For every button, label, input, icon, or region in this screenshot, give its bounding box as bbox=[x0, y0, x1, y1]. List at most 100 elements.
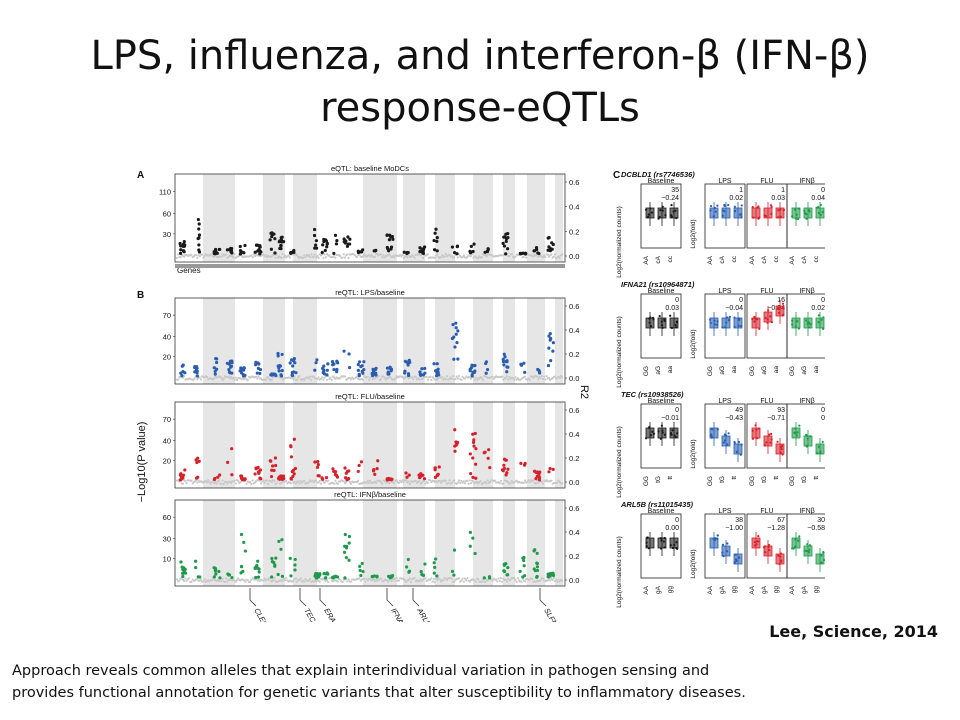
snp-point bbox=[278, 363, 282, 368]
background-point bbox=[349, 482, 353, 485]
box-point bbox=[764, 551, 767, 554]
background-point bbox=[312, 255, 315, 258]
box-point bbox=[755, 428, 758, 431]
box-point bbox=[670, 204, 673, 207]
box-point bbox=[754, 424, 757, 427]
snp-point bbox=[420, 572, 424, 577]
background-point bbox=[196, 378, 199, 381]
stat-top: 35 bbox=[671, 187, 679, 194]
genotype-label: GG bbox=[707, 476, 714, 486]
background-point bbox=[246, 579, 249, 582]
background-point bbox=[346, 580, 349, 583]
box-point bbox=[770, 205, 773, 208]
box-point bbox=[722, 555, 725, 558]
background-point bbox=[379, 378, 383, 381]
background-point bbox=[293, 375, 296, 378]
shade-band bbox=[555, 174, 563, 262]
slide-title-line-1: LPS, influenza, and interferon-β (IFN-β) bbox=[90, 33, 870, 79]
background-point bbox=[433, 580, 437, 584]
background-point bbox=[244, 376, 247, 379]
box-point bbox=[713, 323, 716, 326]
condition-frame bbox=[704, 403, 746, 469]
box-point bbox=[722, 441, 725, 444]
snp-point bbox=[468, 530, 472, 534]
background-point bbox=[508, 375, 511, 379]
box-point bbox=[672, 210, 675, 213]
snp-point bbox=[289, 445, 293, 449]
background-point bbox=[381, 482, 384, 485]
snp-point bbox=[213, 252, 217, 256]
background-point bbox=[366, 479, 369, 483]
y-tick-label: 110 bbox=[159, 188, 171, 197]
box-point bbox=[664, 214, 667, 217]
r-tick-label: 0.0 bbox=[569, 374, 579, 383]
boxplot-ylabel: Log2(normalized counts) bbox=[616, 316, 623, 388]
background-point bbox=[295, 253, 299, 257]
snp-point bbox=[343, 576, 347, 580]
snp-point bbox=[179, 251, 183, 256]
background-point bbox=[408, 577, 411, 580]
background-point bbox=[355, 255, 359, 259]
genotype-label: AA bbox=[707, 255, 714, 264]
background-point bbox=[525, 256, 528, 259]
box-point bbox=[716, 204, 719, 207]
box-point bbox=[766, 321, 769, 324]
genotype-label: aa bbox=[667, 366, 674, 374]
background-point bbox=[505, 375, 509, 378]
condition-label: LPS bbox=[718, 398, 732, 405]
snp-point bbox=[280, 538, 284, 542]
background-point bbox=[465, 579, 468, 582]
background-point bbox=[234, 482, 237, 485]
stat-top: 0 bbox=[675, 407, 679, 414]
background-point bbox=[558, 376, 561, 380]
snp-point bbox=[433, 475, 437, 480]
background-point bbox=[262, 579, 265, 582]
snp-point bbox=[361, 569, 365, 574]
box-point bbox=[817, 321, 820, 324]
snp-point bbox=[325, 368, 329, 372]
snp-point bbox=[343, 466, 347, 470]
snp-point bbox=[506, 565, 510, 570]
snp-point bbox=[318, 572, 322, 576]
snp-point bbox=[532, 567, 536, 571]
background-point bbox=[317, 481, 320, 484]
snp-point bbox=[469, 244, 473, 248]
box bbox=[751, 207, 761, 219]
snp-point bbox=[470, 373, 474, 377]
background-point bbox=[414, 375, 417, 379]
stat-top: 93 bbox=[777, 407, 785, 414]
condition-label: FLU bbox=[760, 398, 773, 405]
box-point bbox=[649, 207, 652, 210]
background-point bbox=[367, 378, 371, 381]
background-point bbox=[233, 253, 236, 256]
snp-point bbox=[342, 349, 346, 353]
snp-point bbox=[468, 251, 473, 255]
background-point bbox=[198, 255, 201, 258]
background-point bbox=[323, 481, 326, 484]
stat-bottom: 0.02 bbox=[811, 305, 825, 312]
background-point bbox=[475, 480, 479, 484]
stat-top: 49 bbox=[735, 407, 743, 414]
box-point bbox=[777, 216, 780, 219]
background-point bbox=[504, 377, 507, 380]
background-point bbox=[418, 480, 421, 483]
boxplot-ylabel2: Log2(fold) bbox=[690, 329, 697, 358]
background-point bbox=[456, 256, 459, 259]
background-point bbox=[504, 578, 507, 581]
background-point bbox=[522, 481, 525, 484]
background-point bbox=[480, 580, 483, 583]
box-point bbox=[758, 216, 761, 219]
background-point bbox=[537, 378, 540, 381]
snp-point bbox=[386, 476, 391, 481]
snp-point bbox=[273, 456, 278, 460]
snp-point bbox=[518, 252, 523, 256]
background-point bbox=[349, 378, 353, 381]
box-point bbox=[807, 550, 810, 554]
background-point bbox=[413, 576, 416, 580]
background-point bbox=[552, 255, 555, 258]
gene-connector bbox=[412, 588, 420, 607]
snp-point bbox=[504, 473, 508, 477]
background-point bbox=[297, 480, 300, 483]
snp-point bbox=[550, 241, 554, 245]
snp-point bbox=[534, 477, 538, 481]
